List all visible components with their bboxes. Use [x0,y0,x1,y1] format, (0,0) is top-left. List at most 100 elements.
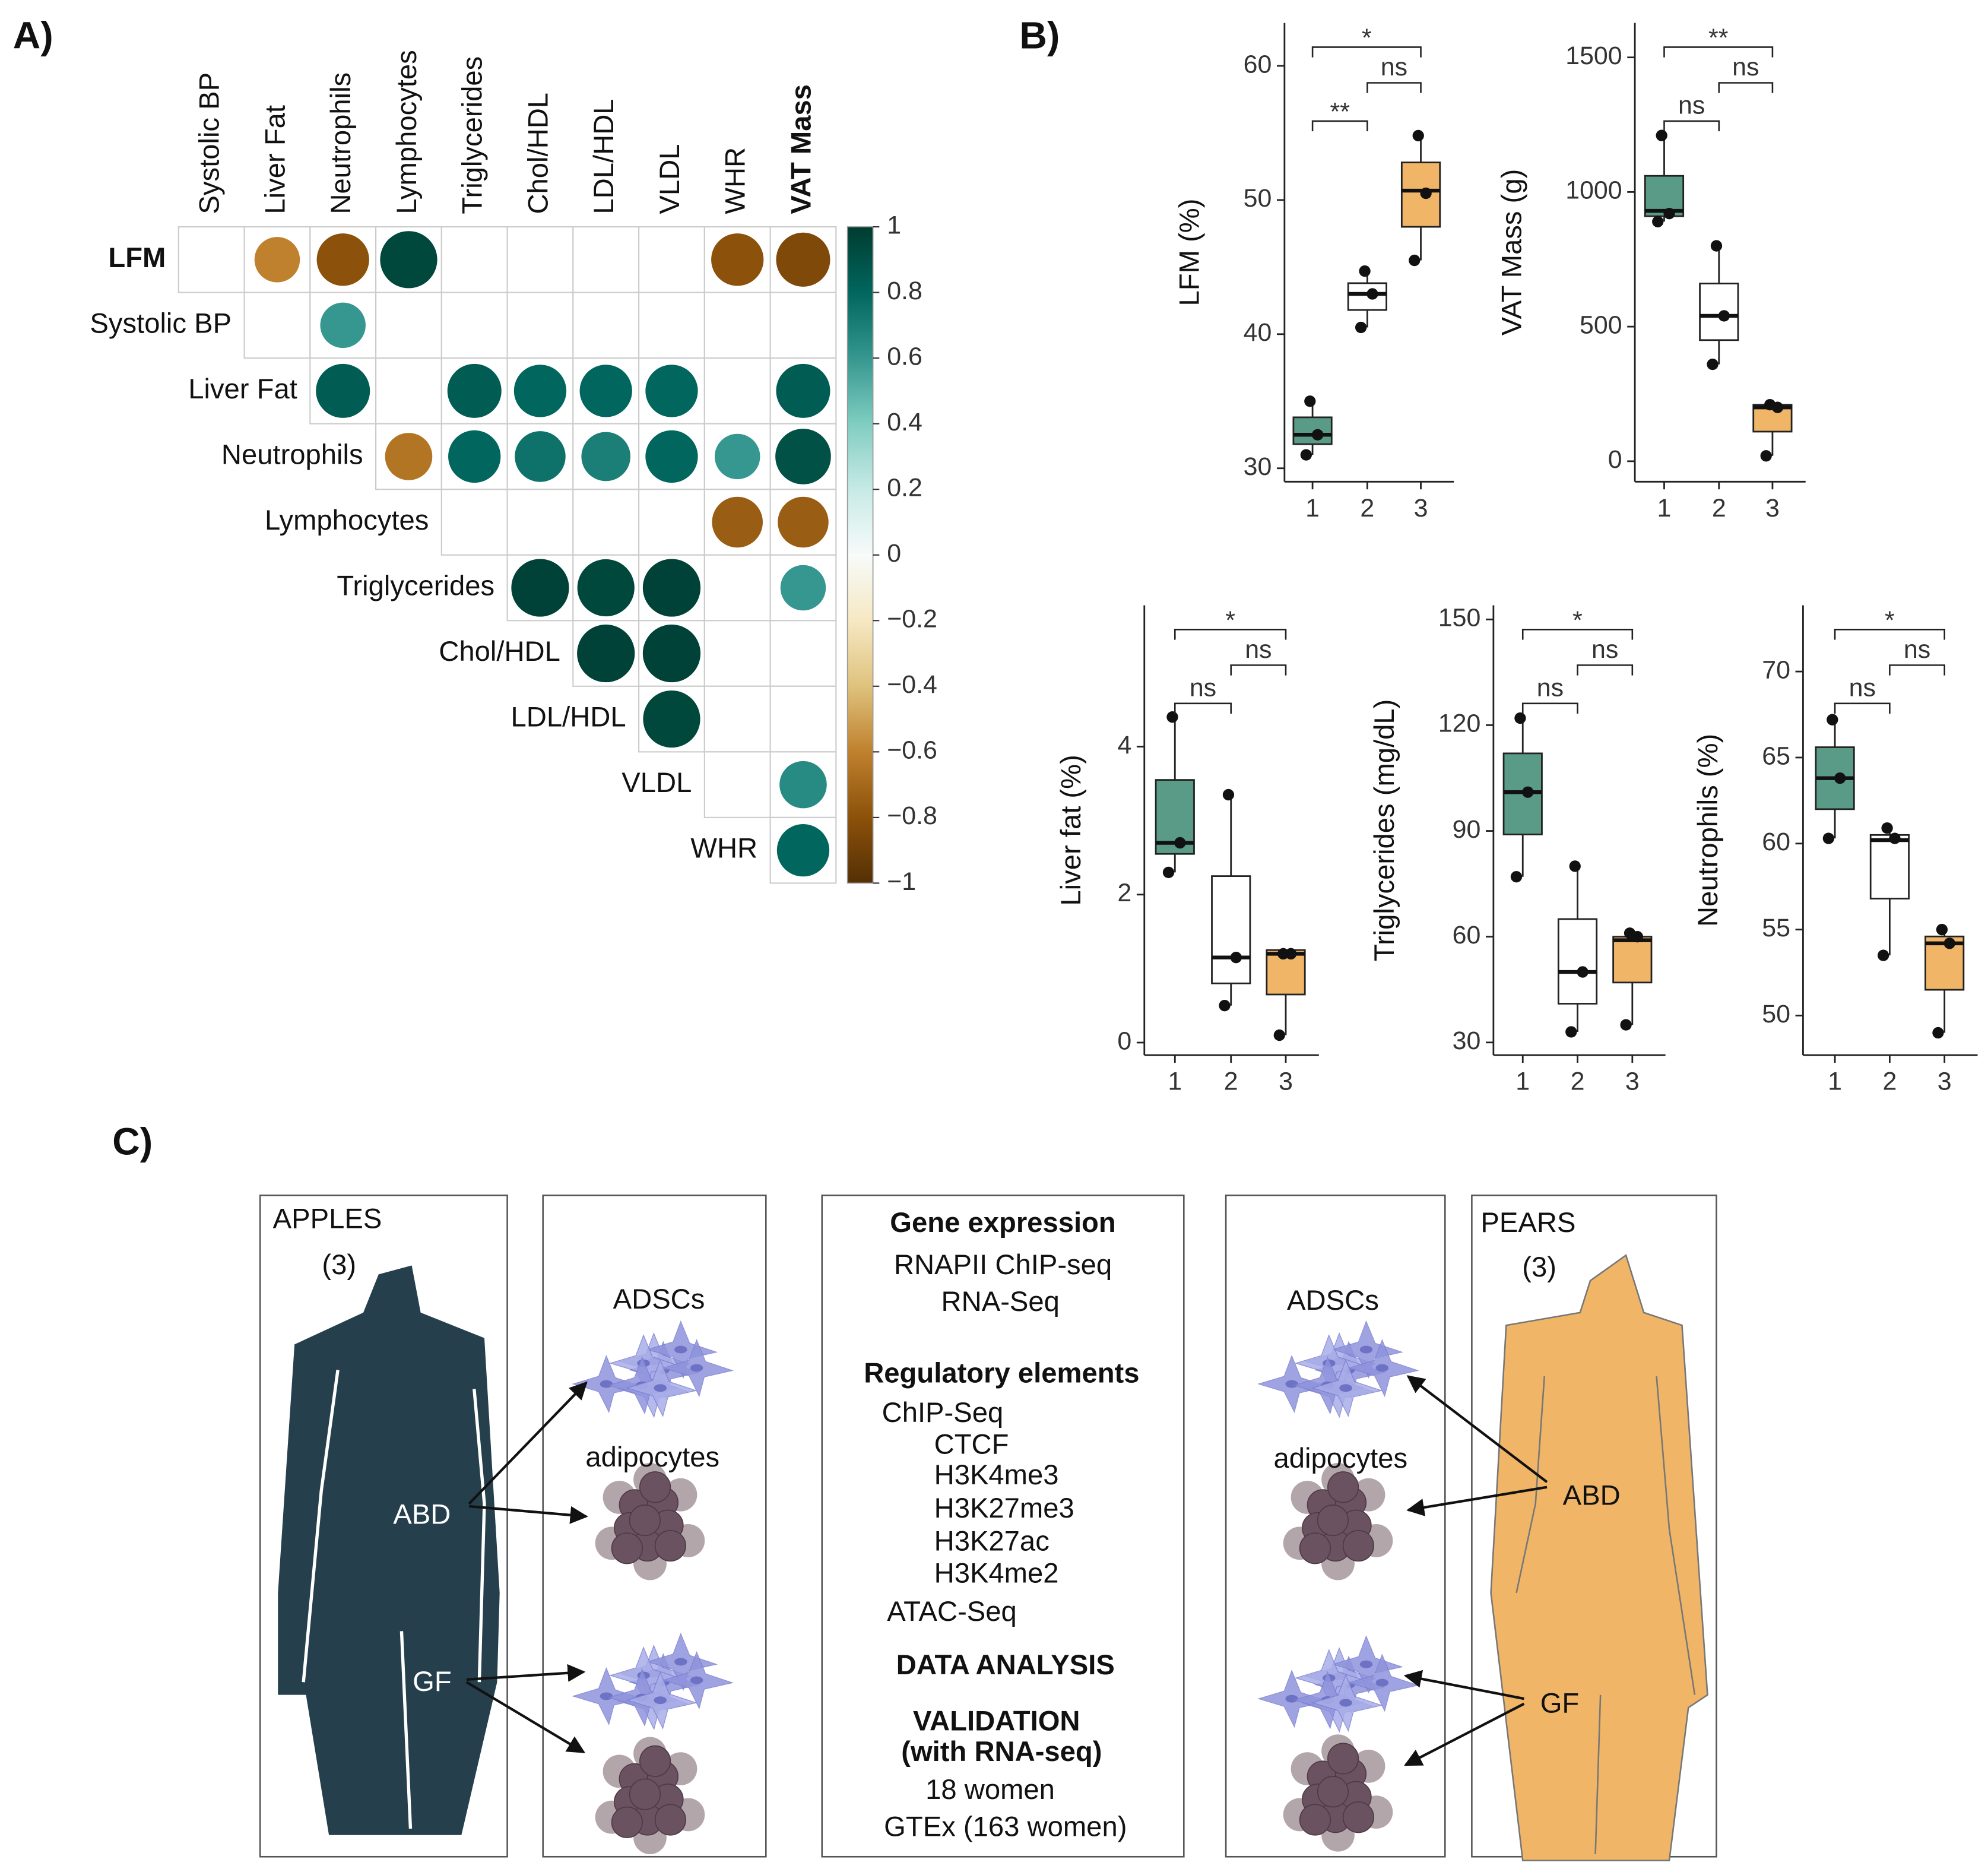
y-tick-label: 4 [1117,731,1131,759]
cell [506,226,574,293]
y-tick-label: 0 [1608,445,1622,474]
point [1881,822,1893,834]
significance-label: ns [1245,635,1272,664]
colorbar-tick-label: −0.8 [887,802,937,830]
colorbar-tick-label: −0.6 [887,736,937,765]
corr-circle [779,761,827,809]
significance-bracket [1311,120,1368,132]
significance-bracket [1521,629,1634,640]
y-tick-label: 150 [1438,604,1481,632]
corr-circle [776,363,830,418]
corr-circle [642,559,701,617]
row-label: Triglycerides [337,570,494,601]
site-label: GF [1540,1687,1580,1719]
colorbar-tick-label: −1 [887,867,916,896]
significance-label: ns [1904,635,1930,664]
adipocyte [654,1529,686,1562]
adipocyte [639,1471,671,1503]
significance-bracket [1834,702,1891,714]
corr-circle [645,430,698,483]
adipocyte [629,1778,661,1810]
row-label: Systolic BP [90,308,232,339]
column-label: Triglycerides [457,56,489,214]
method-item: H3K27me3 [934,1493,1074,1524]
point [1652,216,1664,227]
adipocyte [1342,1801,1374,1833]
cell [375,292,442,359]
row-label: WHR [690,833,757,864]
colorbar-tick-label: −0.2 [887,605,937,633]
group-count: (3) [322,1249,356,1281]
row-label: Liver Fat [188,373,297,405]
row-label: LDL/HDL [511,702,626,733]
x-tick-label: 2 [1224,1068,1238,1096]
y-tick-label: 500 [1580,311,1622,339]
cell [440,292,508,359]
cell [506,489,574,556]
group-title: PEARS [1480,1207,1575,1239]
adipocyte [1299,1532,1331,1564]
point [1663,208,1675,220]
point [1273,1029,1285,1041]
adipocyte [654,1804,686,1836]
point [1877,949,1889,961]
adipocyte [1317,1504,1349,1537]
panel-label: A) [13,14,53,56]
row-label: Lymphocytes [265,505,429,536]
corr-circle [642,624,701,683]
column-label: Liver Fat [259,105,291,214]
x-tick-label: 1 [1305,494,1320,522]
cell-label: adipocytes [585,1442,719,1473]
y-axis-label: VAT Mass (g) [1496,169,1528,336]
x-tick-label: 3 [1625,1068,1640,1096]
significance-label: ns [1190,674,1216,702]
method-item: ChIP-Seq [882,1397,1004,1428]
cell-icons [572,1320,1419,1854]
y-axis-label: Neutrophils (%) [1692,734,1724,927]
x-tick-label: 1 [1828,1068,1842,1096]
cell [703,620,771,687]
point [1569,860,1581,872]
cell [177,226,245,293]
site-label: GF [413,1666,452,1697]
point [1707,358,1719,370]
panel-label: C) [112,1120,153,1163]
box [1699,283,1739,341]
point [1312,429,1324,441]
row-label: VLDL [622,767,692,799]
y-tick-label: 1500 [1565,42,1622,70]
point [1510,871,1523,883]
method-item: 18 women [925,1774,1055,1806]
method-item: H3K27ac [934,1526,1050,1557]
adsc-nucleus [600,1380,613,1388]
corr-circle [577,624,635,683]
point [1834,772,1846,784]
y-tick-label: 40 [1244,318,1272,347]
cell [375,357,442,425]
point [1162,866,1175,879]
point [1514,712,1526,724]
corr-circle [511,559,569,617]
point [1366,288,1378,300]
y-tick-label: 50 [1762,1000,1790,1028]
significance-label: ns [1537,674,1564,702]
cell-label: ADSCs [613,1284,705,1315]
colorbar [846,226,874,884]
significance-label: ns [1678,91,1705,120]
method-item: RNA-Seq [941,1286,1060,1317]
row-label: Neutrophils [221,439,363,470]
colorbar-tick-label: 0.2 [887,474,922,502]
point [1932,1027,1944,1039]
x-tick-label: 2 [1360,494,1374,522]
cell [506,292,574,359]
significance-bracket [1889,664,1945,676]
corr-circle [645,365,698,417]
significance-bracket [1663,120,1720,132]
x-tick-label: 3 [1279,1068,1293,1096]
method-heading: Regulatory elements [864,1357,1139,1389]
method-item: ATAC-Seq [887,1596,1017,1627]
point [1656,129,1667,141]
cell [572,292,640,359]
adipocyte [1327,1743,1359,1775]
